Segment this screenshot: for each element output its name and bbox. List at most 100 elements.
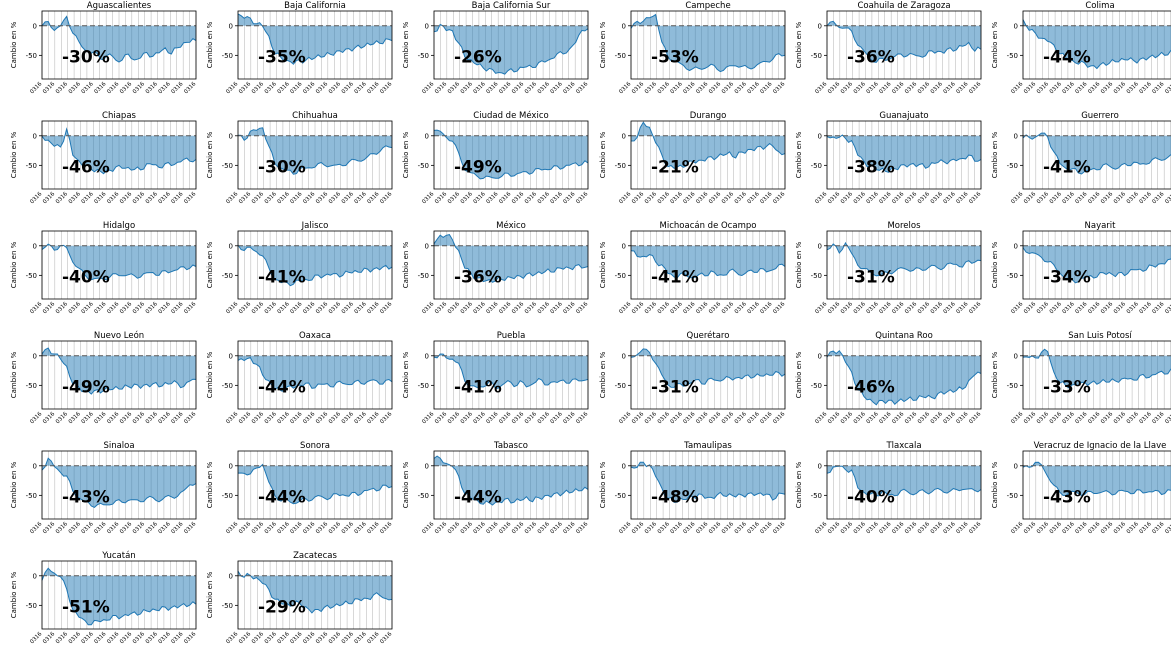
x-tick-label: 0316: [106, 631, 120, 645]
axes-frame: [433, 450, 589, 520]
panel-title: Querétaro: [687, 330, 730, 341]
x-tick-label: 0316: [618, 301, 632, 315]
x-tick-label: 0316: [145, 521, 159, 535]
x-tick-label: 0316: [93, 631, 107, 645]
x-tick-label: 0316: [379, 631, 393, 645]
x-tick-label: 0316: [695, 411, 709, 425]
series-line: [41, 567, 197, 626]
x-tick-label: 0316: [315, 521, 329, 535]
x-tick-label: 0316: [878, 411, 892, 425]
x-tick-label: 0316: [1100, 191, 1114, 205]
x-tick-label: 0316: [1049, 521, 1063, 535]
y-tick-label: 0: [33, 132, 37, 140]
series-line: [630, 121, 786, 169]
area-fill: [238, 464, 392, 504]
x-tick-label: 0316: [170, 301, 184, 315]
area-fill: [42, 16, 196, 62]
axes-frame: [41, 560, 197, 630]
y-tick-label: -50: [418, 492, 429, 500]
y-tick-label: 0: [818, 22, 822, 30]
y-tick-label: 0: [818, 132, 822, 140]
y-axis-label: Cambio en %: [991, 21, 999, 68]
x-tick-label: 0316: [498, 81, 512, 95]
x-tick-label: 0316: [904, 301, 918, 315]
x-tick-label: 0316: [1126, 521, 1140, 535]
x-tick-label: 0316: [917, 301, 931, 315]
x-tick-label: 0316: [183, 191, 197, 205]
x-tick-label: 0316: [289, 81, 303, 95]
y-tick-label: -50: [222, 382, 233, 390]
x-tick-label: 0316: [158, 631, 172, 645]
x-tick-label: 0316: [238, 81, 252, 95]
x-tick-label: 0316: [29, 301, 43, 315]
percent-label: -48%: [651, 488, 699, 508]
x-tick-label: 0316: [562, 191, 576, 205]
panel-title: Quintana Roo: [875, 331, 933, 341]
x-tick-label: 0316: [119, 81, 133, 95]
y-axis-label: Cambio en %: [795, 21, 803, 68]
x-tick-label: 0316: [1062, 81, 1076, 95]
x-tick-label: 0316: [1126, 411, 1140, 425]
x-tick-label: 0316: [1062, 301, 1076, 315]
y-tick-label: -50: [418, 272, 429, 280]
x-tick-label: 0316: [891, 521, 905, 535]
series-line: [237, 244, 393, 287]
x-tick-label: 0316: [734, 301, 748, 315]
x-tick-label: 0316: [524, 301, 538, 315]
x-tick-label: 0316: [1062, 411, 1076, 425]
x-tick-label: 0316: [734, 81, 748, 95]
x-tick-label: 0316: [943, 411, 957, 425]
x-tick-label: 0316: [238, 301, 252, 315]
y-axis-label: Cambio en %: [10, 131, 18, 178]
x-tick-label: 0316: [29, 521, 43, 535]
y-axis-label: Cambio en %: [991, 241, 999, 288]
percent-label: -31%: [847, 268, 895, 288]
x-tick-label: 0316: [747, 81, 761, 95]
x-tick-label: 0316: [421, 191, 435, 205]
x-tick-label: 0316: [132, 411, 146, 425]
x-tick-label: 0316: [1074, 521, 1088, 535]
x-tick-label: 0316: [29, 191, 43, 205]
percent-label: -43%: [62, 488, 110, 508]
panel-title: Zacatecas: [293, 551, 337, 561]
x-tick-label: 0316: [42, 521, 56, 535]
x-tick-label: 0316: [550, 191, 564, 205]
x-tick-label: 0316: [132, 301, 146, 315]
x-tick-label: 0316: [1151, 81, 1165, 95]
panel-title: México: [496, 220, 526, 231]
series-line: [1022, 348, 1171, 389]
percent-label: -33%: [1043, 378, 1091, 398]
series-line: [630, 348, 786, 388]
panel-title: Baja California: [284, 1, 346, 11]
x-tick-label: 0316: [145, 301, 159, 315]
y-tick-label: -50: [1007, 52, 1018, 60]
x-tick-label: 0316: [328, 81, 342, 95]
series-line: [630, 461, 786, 503]
x-tick-label: 0316: [631, 411, 645, 425]
percent-label: -49%: [62, 378, 110, 398]
x-tick-label: 0316: [158, 191, 172, 205]
x-tick-label: 0316: [447, 301, 461, 315]
x-tick-label: 0316: [434, 81, 448, 95]
x-tick-label: 0316: [158, 301, 172, 315]
y-tick-label: 0: [229, 22, 233, 30]
x-tick-label: 0316: [682, 411, 696, 425]
x-tick-label: 0316: [132, 521, 146, 535]
x-tick-label: 0316: [511, 191, 525, 205]
x-tick-label: 0316: [238, 631, 252, 645]
x-tick-label: 0316: [631, 191, 645, 205]
y-axis-label: Cambio en %: [402, 131, 410, 178]
x-tick-label: 0316: [277, 191, 291, 205]
x-tick-label: 0316: [421, 521, 435, 535]
x-tick-label: 0316: [68, 521, 82, 535]
x-tick-label: 0316: [917, 191, 931, 205]
y-tick-label: -50: [26, 492, 37, 500]
x-tick-label: 0316: [42, 191, 56, 205]
x-tick-label: 0316: [328, 631, 342, 645]
panel-title: Sonora: [300, 441, 330, 451]
x-tick-label: 0316: [473, 411, 487, 425]
x-tick-label: 0316: [421, 411, 435, 425]
